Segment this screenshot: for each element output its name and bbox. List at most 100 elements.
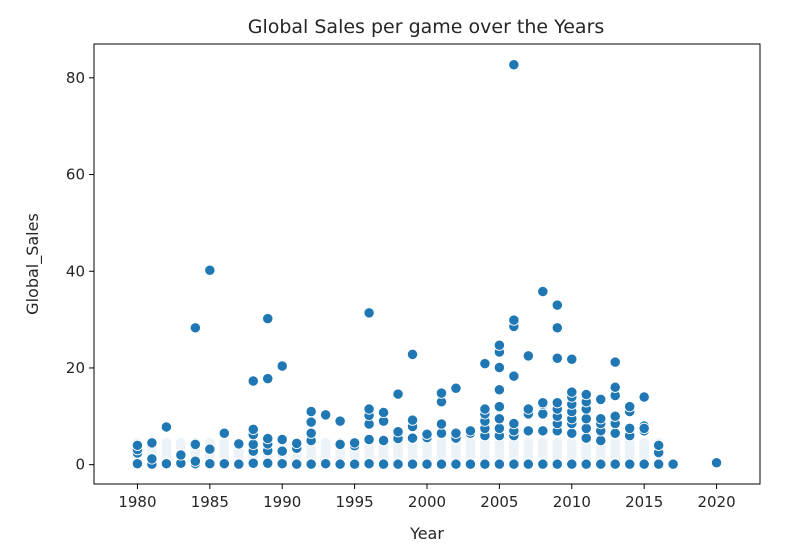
data-point — [334, 458, 346, 470]
density-point — [465, 450, 476, 461]
data-point — [406, 458, 419, 470]
data-point — [247, 423, 259, 436]
density-point — [465, 442, 476, 453]
density-point — [393, 450, 404, 461]
data-point — [334, 438, 346, 451]
data-point — [624, 458, 636, 470]
data-point — [624, 422, 636, 435]
density-point — [523, 442, 534, 453]
density-point — [378, 446, 389, 457]
data-point — [262, 312, 274, 325]
density-point — [219, 437, 230, 448]
density-point — [364, 446, 375, 457]
data-point — [493, 361, 506, 374]
density-point — [581, 446, 592, 457]
density-point — [566, 442, 577, 453]
data-point — [566, 386, 578, 398]
data-point — [348, 437, 361, 449]
data-point — [276, 458, 288, 470]
density-point — [624, 450, 635, 461]
density-point — [161, 450, 172, 461]
data-point — [377, 434, 390, 447]
data-point — [537, 408, 549, 420]
x-tick-label: 2005 — [480, 493, 518, 511]
data-point — [464, 425, 477, 437]
x-tick-label: 1985 — [191, 493, 229, 511]
data-point — [493, 422, 506, 435]
density-point — [537, 450, 548, 461]
density-point — [595, 446, 606, 457]
x-tick-label: 1990 — [263, 493, 301, 511]
data-point — [566, 353, 578, 365]
data-point — [595, 413, 607, 425]
data-point — [609, 427, 621, 439]
data-point — [291, 437, 303, 450]
data-point — [305, 405, 317, 418]
data-point — [508, 59, 520, 71]
y-tick-label: 20 — [66, 359, 85, 377]
data-point — [363, 458, 375, 470]
data-point — [537, 458, 549, 470]
data-point — [595, 393, 607, 406]
density-point — [335, 450, 346, 461]
data-point — [595, 458, 607, 470]
density-point — [639, 437, 650, 448]
density-point — [349, 450, 360, 461]
y-axis-label: Global_Sales — [23, 213, 43, 315]
data-point — [175, 449, 187, 461]
data-point — [537, 397, 549, 409]
density-point — [610, 437, 621, 448]
data-point — [305, 427, 317, 439]
data-point — [276, 445, 288, 457]
data-point — [204, 443, 216, 455]
density-point — [494, 442, 505, 453]
density-point — [494, 450, 505, 461]
data-point — [710, 457, 723, 469]
data-point — [421, 458, 433, 470]
density-point — [552, 446, 563, 457]
density-point — [450, 442, 461, 453]
data-point — [377, 458, 390, 470]
data-point — [262, 457, 274, 469]
points-layer — [131, 59, 723, 470]
density-point — [523, 450, 534, 461]
data-point — [508, 370, 520, 382]
data-point — [392, 458, 404, 470]
data-point — [204, 458, 216, 470]
density-point — [407, 442, 418, 453]
data-point — [522, 350, 534, 362]
data-point — [508, 458, 520, 470]
x-tick-label: 1980 — [118, 493, 156, 511]
data-point — [609, 458, 621, 470]
x-tick-label: 1995 — [336, 493, 374, 511]
data-point — [189, 438, 201, 451]
data-point — [146, 453, 158, 465]
density-point — [393, 442, 404, 453]
density-point — [291, 450, 302, 461]
density-point — [378, 450, 389, 461]
data-point — [204, 264, 216, 276]
x-tick-label: 2020 — [697, 493, 735, 511]
density-point — [436, 450, 447, 461]
data-point — [305, 416, 317, 428]
density-point — [537, 442, 548, 453]
density-point — [566, 446, 577, 457]
data-point — [638, 391, 650, 403]
x-tick-label: 2015 — [625, 493, 663, 511]
y-tick-label: 80 — [66, 69, 85, 87]
density-point — [320, 446, 331, 457]
data-point — [233, 438, 245, 450]
data-point — [291, 458, 303, 470]
density-point — [450, 446, 461, 457]
data-point — [262, 372, 274, 385]
density-point — [610, 446, 621, 457]
density-point — [422, 442, 432, 453]
density-point — [566, 450, 577, 461]
data-point — [566, 458, 578, 470]
data-point — [551, 322, 563, 334]
density-point — [436, 437, 447, 448]
density-point — [479, 446, 490, 457]
density-point — [161, 442, 172, 453]
data-point — [262, 432, 274, 445]
data-point — [479, 458, 491, 470]
